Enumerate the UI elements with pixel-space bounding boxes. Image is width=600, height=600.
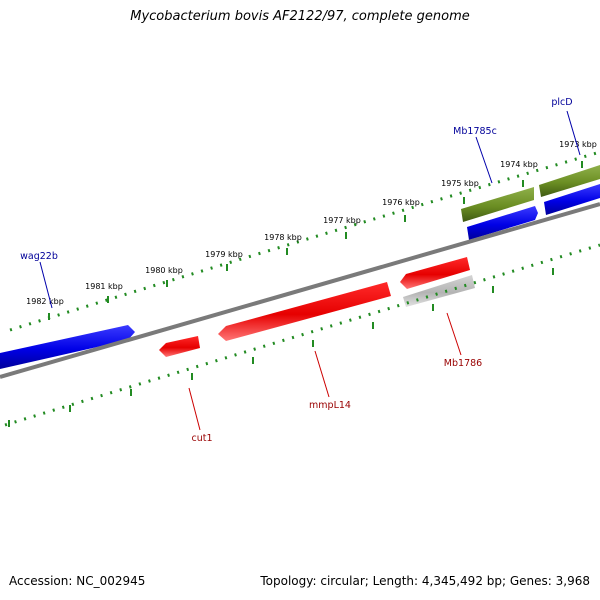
gene-label-wag22b: wag22b [20, 251, 58, 262]
gene-label-cut1: cut1 [191, 433, 212, 444]
leader-line-cut1 [188, 387, 201, 431]
ruler-label: 1980 kbp [145, 266, 183, 275]
ruler-label: 1979 kbp [205, 250, 243, 259]
leader-line-mb1785c [475, 136, 493, 184]
ruler-label: 1973 kbp [559, 140, 597, 149]
reverse-gene-arrow [159, 336, 200, 357]
reverse-genes [159, 257, 470, 357]
forward-gene-arrow [544, 184, 600, 215]
inner-ruler [4, 243, 600, 427]
ruler-label: 1975 kbp [441, 179, 479, 188]
gene-label-mmpl14: mmpL14 [309, 400, 351, 411]
leader-line-mb1786 [446, 312, 462, 356]
rna-gene-arrow [539, 165, 600, 197]
outer-ruler [9, 150, 600, 332]
reverse-gene-arrow [218, 282, 391, 341]
rna-gene-arrow [461, 187, 534, 222]
gene-labels: plcD Mb1785c wag22b Mb1786 mmpL14 cut1 [20, 97, 572, 444]
gene-label-mb1786: Mb1786 [444, 358, 482, 369]
ruler-label: 1982 kbp [26, 297, 64, 306]
ruler-label: 1977 kbp [323, 216, 361, 225]
gene-label-mb1785c: Mb1785c [453, 126, 497, 137]
pseudo-gene-arrow [403, 275, 475, 307]
map-title: Mycobacterium bovis AF2122/97, complete … [130, 9, 470, 24]
ruler-label: 1981 kbp [85, 282, 123, 291]
rna-genes [461, 165, 600, 222]
reverse-gene-arrow [400, 257, 470, 289]
leader-line-plcd [566, 110, 581, 156]
genome-summary-text: Topology: circular; Length: 4,345,492 bp… [260, 574, 590, 588]
accession-text: Accession: NC_002945 [9, 574, 146, 588]
label-leaders [39, 110, 581, 431]
gene-label-plcd: plcD [551, 97, 572, 108]
forward-genes [0, 184, 600, 369]
forward-gene-arrow [0, 325, 135, 369]
ruler-label: 1978 kbp [264, 233, 302, 242]
leader-line-wag22b [39, 261, 53, 309]
ruler-label: 1976 kbp [382, 198, 420, 207]
ruler-label: 1974 kbp [500, 160, 538, 169]
forward-gene-arrow [467, 206, 538, 240]
outer-ruler-dots [9, 150, 600, 332]
ruler-labels: 1973 kbp 1974 kbp 1975 kbp 1976 kbp 1977… [26, 140, 597, 306]
genome-backbone [0, 202, 600, 379]
leader-line-mmpl14 [314, 350, 330, 398]
